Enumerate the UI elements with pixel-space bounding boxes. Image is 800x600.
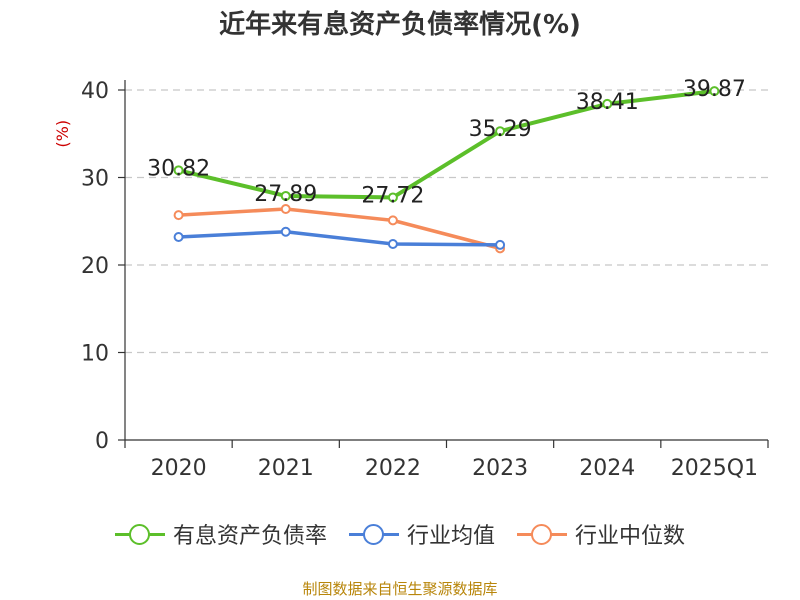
data-label-2025Q1: 39.87 [683, 77, 746, 102]
data-point-s0-2025Q1 [709, 86, 720, 97]
data-point-s0-2020 [173, 165, 184, 176]
y-tick-label: 10 [81, 342, 109, 367]
x-tick-label-2022: 2022 [365, 456, 421, 481]
line-chart: 0 10 20 30 40 (%) 2020 2021 2022 2023 2024 2025Q1 30… [53, 77, 769, 481]
data-point-s2-2021 [280, 204, 291, 214]
data-label-2020: 30.82 [147, 156, 210, 181]
x-tick-label-2025Q1: 2025Q1 [671, 456, 758, 481]
y-tick-label: 20 [81, 254, 109, 279]
legend-swatch-orange [517, 524, 567, 545]
legend-label: 行业均值 [406, 524, 495, 549]
x-tick-label-2023: 2023 [472, 456, 528, 481]
data-label-2023: 35.29 [469, 117, 532, 142]
data-point-s0-2022 [387, 192, 398, 203]
y-tick-label: 40 [81, 79, 109, 104]
data-point-s2-2022 [387, 215, 398, 226]
data-point-s1-2023 [495, 239, 506, 250]
y-tick-label: 0 [95, 429, 109, 454]
x-tick-label-2024: 2024 [579, 456, 635, 481]
data-point-s1-2020 [173, 232, 184, 242]
data-point-s0-2021 [280, 190, 291, 201]
x-tick-label-2021: 2021 [258, 456, 314, 481]
y-axis-label: (%) [53, 120, 72, 148]
data-point-s2-2020 [173, 210, 184, 221]
y-tick-label: 30 [81, 167, 109, 192]
legend-swatch-green [114, 524, 165, 545]
data-label-2024: 38.41 [576, 90, 639, 115]
data-point-s0-2024 [602, 98, 613, 109]
legend-label: 行业中位数 [575, 524, 686, 549]
data-label-2022: 27.72 [361, 183, 424, 208]
x-tick-label-2020: 2020 [151, 456, 207, 481]
legend-item-industry-mean[interactable]: 行业均值 [348, 518, 495, 550]
chart-title: 近年来有息资产负债率情况(%) [219, 10, 581, 40]
series-line-2 [178, 207, 501, 251]
chart-legend: 有息资产负债率 行业均值 行业中位数 [0, 518, 800, 550]
data-point-s1-2021 [280, 226, 291, 237]
legend-swatch-blue [348, 524, 399, 545]
legend-label: 有息资产负债率 [172, 524, 327, 549]
series-line-1 [178, 230, 501, 247]
legend-item-industry-median[interactable]: 行业中位数 [517, 518, 685, 550]
legend-item-interest-debt-ratio[interactable]: 有息资产负债率 [114, 518, 327, 550]
data-point-s1-2022 [387, 239, 398, 249]
data-label-2021: 27.89 [254, 182, 317, 207]
data-source-note: 制图数据来自恒生聚源数据库 [302, 580, 498, 598]
data-point-s0-2023 [495, 126, 506, 137]
series-line-0 [178, 89, 715, 200]
